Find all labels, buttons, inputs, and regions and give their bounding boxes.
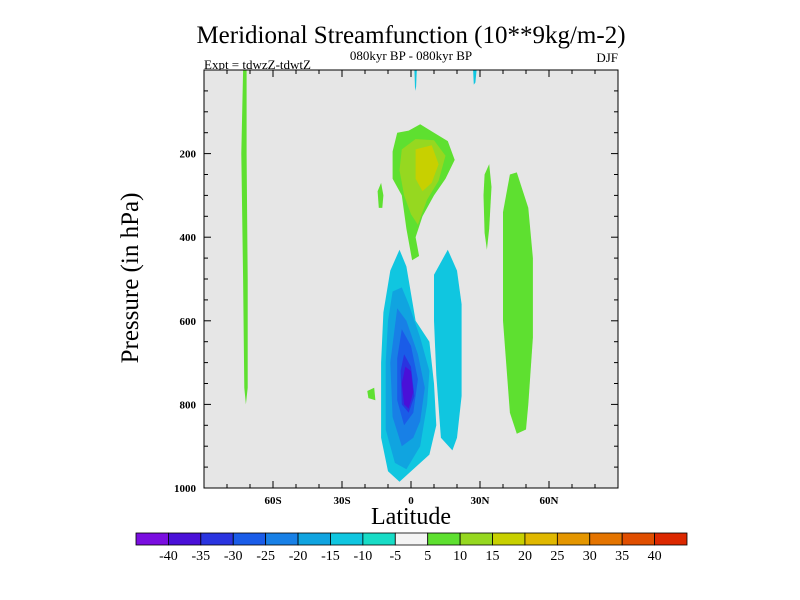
x-tick-label-30S: 30S [333,495,350,507]
colorbar-swatch-12 [524,532,558,546]
colorbar-label-10: 10 [453,549,467,564]
chart-subtitle-season: DJF [596,50,618,65]
colorbar-swatch-6 [330,532,364,546]
contour-region-green-strip-60s [241,70,248,405]
y-axis-title: Pressure (in hPa) [117,193,144,364]
colorbar-label-20: 20 [518,549,532,564]
colorbar-swatch-1 [168,532,202,546]
colorbar-swatch-13 [556,532,591,546]
contour-region-teal-cell-15n [434,249,462,451]
contour-region-teal-top-0 [414,70,417,91]
colorbar: -40 -35 -30 -25 -20 -15 -10 -5 5 10 15 20 25 30 35 40 [135,532,688,564]
x-axis-title: Latitude [371,504,451,530]
y-axis-ticks: 200 400 600 800 1000 [174,69,618,495]
colorbar-swatch-14 [589,532,623,546]
colorbar-label-40: 40 [648,549,662,564]
x-tick-label-30N: 30N [471,495,490,507]
x-tick-label-60N: 60N [540,495,559,507]
colorbar-label-35: 35 [615,549,629,564]
chart-subtitle-period: 080kyr BP - 080kyr BP [350,48,472,63]
colorbar-swatch-15 [621,532,655,546]
colorbar-swatch-2 [200,532,234,546]
colorbar-label--15: -15 [321,549,340,564]
x-tick-label-0: 0 [408,495,414,507]
contour-region-green-dot-40s [367,387,376,401]
colorbar-swatch-7 [362,532,396,546]
colorbar-swatch-4 [265,532,299,546]
colorbar-label-30: 30 [583,549,597,564]
contour-regions [241,70,533,482]
colorbar-swatch-10 [459,532,493,546]
colorbar-label--40: -40 [159,549,178,564]
colorbar-label-25: 25 [550,549,564,564]
contour-region-green-cell-45n [503,172,533,434]
colorbar-swatch-5 [297,532,331,546]
contour-region-yellow-upper-core [415,145,439,192]
colorbar-swatch-8 [394,532,429,546]
colorbar-label--25: -25 [256,549,275,564]
contour-region-teal-top-27n [473,70,477,85]
colorbar-label-5: 5 [424,549,431,564]
colorbar-swatch-9 [427,532,461,546]
contour-region-green-strip-32n [483,164,492,250]
colorbar-swatch-3 [232,532,267,546]
contour-region-blue30-core [401,366,414,409]
y-tick-label-200: 200 [180,149,197,161]
x-tick-label-60S: 60S [264,495,281,507]
colorbar-label--35: -35 [191,549,210,564]
colorbar-label-15: 15 [486,549,500,564]
colorbar-swatch-0 [135,532,169,546]
colorbar-label--20: -20 [289,549,308,564]
chart-subtitle-expt: Expt = tdwzZ-tdwtZ [204,57,311,72]
colorbar-swatch-16 [654,532,688,546]
y-tick-label-800: 800 [180,399,197,411]
y-tick-label-600: 600 [180,316,197,328]
y-tick-label-1000: 1000 [174,483,197,495]
x-axis-ticks: 60S 30S 0 30N 60N [226,70,596,507]
colorbar-label--5: -5 [389,549,401,564]
y-tick-label-400: 400 [180,232,197,244]
contour-region-green-dot-32s [377,182,384,208]
colorbar-swatch-11 [492,532,526,546]
chart-title: Meridional Streamfunction (10**9kg/m-2) [196,22,625,49]
colorbar-label--30: -30 [224,549,243,564]
colorbar-label--10: -10 [354,549,373,564]
